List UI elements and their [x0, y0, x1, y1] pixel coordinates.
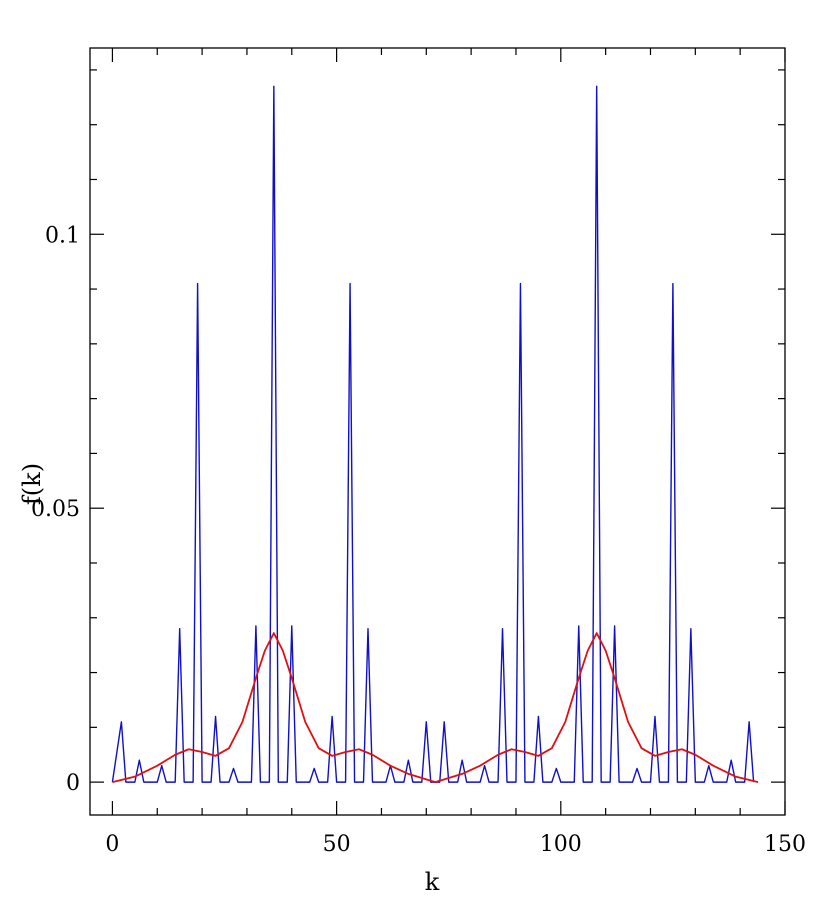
- axis-ticks: [90, 48, 786, 815]
- y-tick-label: 0.1: [45, 223, 80, 248]
- series-line-1: [112, 632, 759, 784]
- series-layer: [111, 85, 759, 784]
- x-tick-label: 0: [105, 832, 119, 857]
- x-tick-label: 50: [323, 832, 351, 857]
- x-tick-label: 150: [764, 832, 806, 857]
- y-axis-label: f(k): [18, 463, 46, 505]
- y-tick-label: 0.05: [31, 497, 80, 522]
- x-tick-labels: 0 50 100 150: [105, 832, 806, 857]
- y-tick-labels: 0 0.05 0.1: [31, 223, 80, 796]
- series-line-0: [111, 85, 755, 783]
- series-1: [112, 632, 759, 784]
- plot-frame: [89, 47, 786, 816]
- x-axis-label: k: [425, 868, 440, 896]
- y-tick-label: 0: [66, 771, 80, 796]
- series-0: [111, 85, 755, 783]
- x-tick-label: 100: [540, 832, 582, 857]
- y-axis-label-text: f(k): [18, 463, 46, 505]
